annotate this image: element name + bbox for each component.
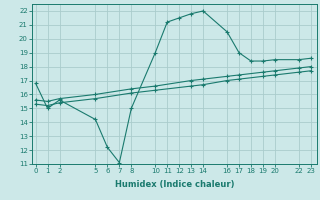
X-axis label: Humidex (Indice chaleur): Humidex (Indice chaleur) [115, 180, 234, 189]
